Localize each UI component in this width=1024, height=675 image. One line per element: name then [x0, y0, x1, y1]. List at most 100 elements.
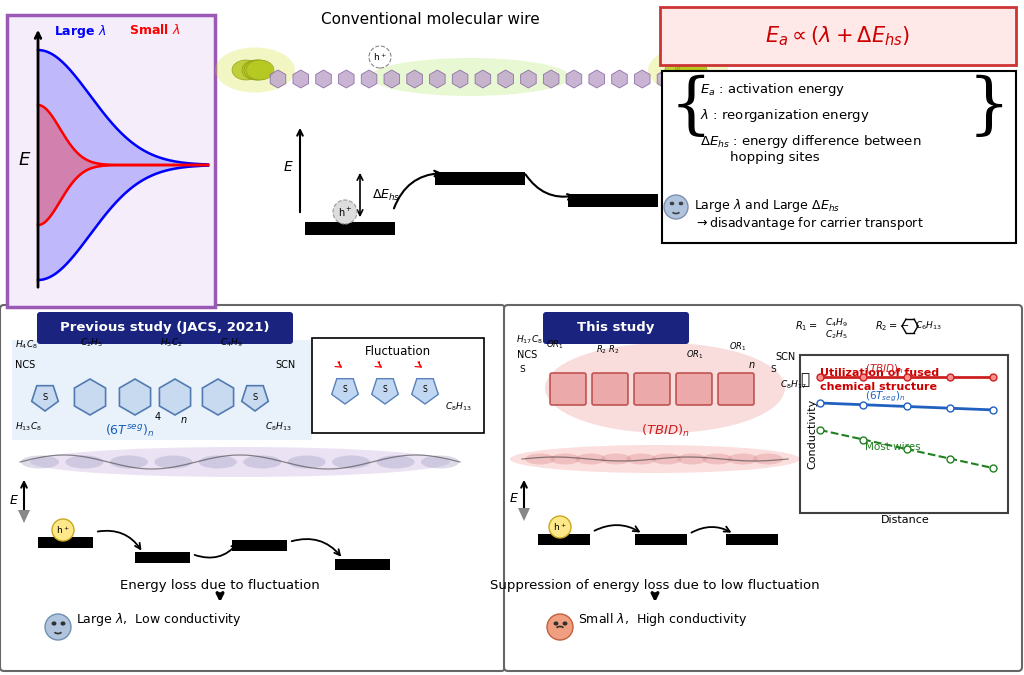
FancyBboxPatch shape [676, 373, 712, 405]
Polygon shape [635, 70, 650, 88]
FancyBboxPatch shape [660, 7, 1016, 65]
Text: h$^+$: h$^+$ [373, 51, 387, 63]
Text: $E$: $E$ [18, 151, 32, 169]
FancyBboxPatch shape [12, 340, 312, 440]
Text: $OR_1$: $OR_1$ [686, 349, 703, 361]
Ellipse shape [550, 454, 581, 464]
Polygon shape [160, 379, 190, 415]
Text: $E_a \propto (\lambda + \Delta E_{hs})$: $E_a \propto (\lambda + \Delta E_{hs})$ [765, 24, 910, 48]
Text: $R_2=-$: $R_2=-$ [874, 319, 909, 333]
FancyBboxPatch shape [305, 222, 395, 235]
Text: Distance: Distance [881, 515, 930, 525]
Ellipse shape [525, 454, 555, 464]
Text: $\rightarrow$disadvantage for carrier transport: $\rightarrow$disadvantage for carrier tr… [694, 215, 924, 232]
Polygon shape [242, 385, 268, 411]
Polygon shape [384, 70, 399, 88]
Polygon shape [361, 70, 377, 88]
FancyBboxPatch shape [37, 312, 293, 344]
Ellipse shape [651, 454, 682, 464]
Text: $(TBID)_n$: $(TBID)_n$ [865, 362, 904, 376]
Text: SCN: SCN [775, 352, 796, 362]
Text: Large $\lambda$ and Large $\Delta E_{hs}$: Large $\lambda$ and Large $\Delta E_{hs}… [694, 197, 840, 214]
Ellipse shape [370, 58, 570, 96]
Text: h$^+$: h$^+$ [338, 205, 352, 219]
Text: NCS: NCS [15, 360, 35, 370]
Text: S: S [383, 385, 387, 394]
Text: $C_6H_{13}$: $C_6H_{13}$ [915, 320, 942, 332]
Text: 4: 4 [155, 412, 161, 422]
Text: $C_2H_5$: $C_2H_5$ [825, 329, 848, 342]
Ellipse shape [377, 456, 415, 468]
Ellipse shape [677, 60, 705, 80]
Ellipse shape [702, 454, 732, 464]
Text: $E$: $E$ [283, 160, 293, 174]
Text: h$^+$: h$^+$ [56, 524, 70, 536]
Polygon shape [75, 379, 105, 415]
Ellipse shape [22, 456, 59, 468]
FancyBboxPatch shape [726, 534, 778, 545]
Text: Suppression of energy loss due to low fluctuation: Suppression of energy loss due to low fl… [490, 579, 820, 592]
Text: $n$: $n$ [749, 360, 756, 370]
Polygon shape [332, 379, 358, 404]
Text: }: } [968, 75, 1010, 140]
FancyBboxPatch shape [504, 305, 1022, 671]
Text: $C_8H_{13}$: $C_8H_{13}$ [265, 421, 292, 433]
Polygon shape [120, 379, 151, 415]
Ellipse shape [242, 60, 270, 80]
Ellipse shape [244, 456, 282, 468]
FancyBboxPatch shape [592, 373, 628, 405]
FancyBboxPatch shape [232, 540, 287, 551]
Polygon shape [611, 70, 628, 88]
Ellipse shape [66, 456, 103, 468]
FancyBboxPatch shape [800, 355, 1008, 513]
Text: $\lambda$ : reorganization energy: $\lambda$ : reorganization energy [700, 107, 869, 124]
FancyBboxPatch shape [543, 312, 689, 344]
Circle shape [45, 614, 71, 640]
FancyBboxPatch shape [0, 305, 505, 671]
Text: Small $\lambda$,  High conductivity: Small $\lambda$, High conductivity [578, 610, 748, 628]
Text: $n$: $n$ [180, 415, 187, 425]
Ellipse shape [679, 60, 707, 80]
FancyBboxPatch shape [635, 534, 687, 545]
Text: Conductivity: Conductivity [807, 399, 817, 469]
Text: $E$: $E$ [509, 493, 519, 506]
Text: S: S [252, 392, 258, 402]
Text: $(6T_{seg})_n$: $(6T_{seg})_n$ [865, 389, 905, 404]
Polygon shape [18, 510, 30, 523]
Text: Most wires: Most wires [865, 442, 921, 452]
Text: $C_4H_9$: $C_4H_9$ [220, 337, 243, 349]
Ellipse shape [199, 456, 237, 468]
FancyBboxPatch shape [718, 373, 754, 405]
Text: $R_1=$: $R_1=$ [795, 319, 817, 333]
Polygon shape [453, 70, 468, 88]
Text: $\Delta E_{hs}$ : energy difference between: $\Delta E_{hs}$ : energy difference betw… [700, 133, 922, 150]
Text: S: S [519, 365, 524, 375]
Polygon shape [412, 379, 438, 404]
Polygon shape [498, 70, 513, 88]
Text: Large $\lambda$,  Low conductivity: Large $\lambda$, Low conductivity [76, 610, 242, 628]
Text: S: S [42, 392, 48, 402]
Polygon shape [475, 70, 490, 88]
Polygon shape [429, 70, 445, 88]
Text: $(TBID)_n$: $(TBID)_n$ [640, 423, 689, 439]
Polygon shape [407, 70, 422, 88]
FancyBboxPatch shape [38, 537, 93, 548]
Ellipse shape [753, 454, 783, 464]
Ellipse shape [244, 60, 272, 80]
Ellipse shape [232, 60, 260, 80]
Polygon shape [544, 70, 559, 88]
Circle shape [549, 516, 571, 538]
FancyBboxPatch shape [335, 559, 390, 570]
FancyBboxPatch shape [662, 71, 1016, 243]
Text: $OR_1$: $OR_1$ [546, 339, 564, 351]
Text: $E$: $E$ [9, 493, 18, 506]
FancyBboxPatch shape [634, 373, 670, 405]
Polygon shape [518, 508, 530, 521]
Text: Fluctuation: Fluctuation [365, 345, 431, 358]
Text: SCN: SCN [275, 360, 295, 370]
Text: $H_4C_8$: $H_4C_8$ [15, 339, 38, 351]
FancyBboxPatch shape [550, 373, 586, 405]
Text: hopping sites: hopping sites [730, 151, 819, 164]
FancyBboxPatch shape [538, 534, 590, 545]
Text: $H_{17}C_8$: $H_{17}C_8$ [516, 333, 543, 346]
